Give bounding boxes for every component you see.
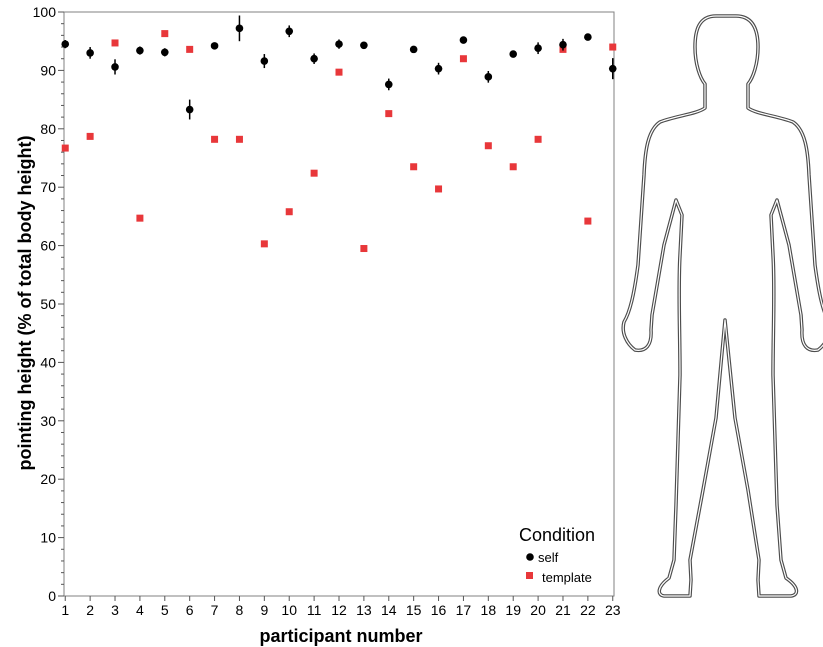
x-tick-label: 13 bbox=[356, 602, 372, 618]
template-point bbox=[61, 144, 69, 152]
self-point bbox=[111, 63, 119, 71]
template-point bbox=[310, 169, 318, 177]
y-tick-label: 20 bbox=[40, 471, 56, 487]
legend-label-self: self bbox=[538, 550, 559, 565]
x-tick-label: 9 bbox=[260, 602, 268, 618]
x-tick-label: 2 bbox=[86, 602, 94, 618]
self-point bbox=[285, 27, 294, 36]
y-tick-label: 30 bbox=[40, 413, 56, 429]
template-point bbox=[161, 30, 169, 38]
template-point bbox=[136, 214, 144, 222]
y-tick-label: 40 bbox=[40, 354, 56, 370]
template-point bbox=[435, 185, 443, 193]
legend-marker-template bbox=[526, 572, 533, 579]
self-point bbox=[459, 36, 468, 44]
self-point bbox=[384, 80, 393, 89]
self-point bbox=[509, 50, 518, 58]
template-point bbox=[385, 110, 393, 118]
template-point bbox=[260, 240, 268, 248]
template-point bbox=[235, 135, 243, 143]
x-tick-label: 5 bbox=[161, 602, 169, 618]
self-point bbox=[61, 40, 70, 48]
y-tick-label: 90 bbox=[40, 62, 56, 78]
x-tick-label: 19 bbox=[505, 602, 521, 618]
self-point bbox=[136, 46, 144, 55]
self-point bbox=[534, 44, 542, 53]
x-tick-label: 6 bbox=[186, 602, 194, 618]
self-point bbox=[235, 24, 244, 33]
data-marks bbox=[61, 15, 617, 253]
x-tick-label: 7 bbox=[211, 602, 219, 618]
template-point bbox=[609, 43, 617, 51]
body-outline-figure bbox=[621, 14, 823, 598]
self-point bbox=[559, 40, 567, 49]
y-tick-label: 0 bbox=[48, 588, 56, 604]
self-point bbox=[434, 64, 443, 73]
y-tick-label: 50 bbox=[40, 296, 56, 312]
plot-area bbox=[63, 11, 615, 597]
legend-marker-self bbox=[526, 553, 534, 561]
x-tick-label: 8 bbox=[236, 602, 244, 618]
x-tick-label: 22 bbox=[580, 602, 596, 618]
template-point bbox=[335, 68, 343, 76]
template-point bbox=[484, 142, 492, 150]
x-tick-label: 1 bbox=[61, 602, 69, 618]
y-tick-label: 100 bbox=[33, 4, 57, 20]
x-tick-label: 10 bbox=[281, 602, 297, 618]
self-point bbox=[260, 57, 269, 65]
self-point bbox=[584, 33, 592, 41]
template-point bbox=[459, 55, 467, 63]
y-axis: 0 10 20 30 40 50 60 70 80 90 100 bbox=[33, 4, 64, 604]
self-point bbox=[360, 41, 368, 50]
x-tick-label: 14 bbox=[381, 602, 397, 618]
self-point bbox=[310, 54, 318, 63]
x-tick-label: 3 bbox=[111, 602, 119, 618]
self-point bbox=[210, 42, 219, 50]
x-tick-label: 12 bbox=[331, 602, 347, 618]
self-point bbox=[160, 48, 169, 57]
x-tick-label: 11 bbox=[307, 602, 322, 618]
template-point bbox=[534, 135, 542, 143]
y-axis-title: pointing height (% of total body height) bbox=[15, 136, 35, 471]
x-axis: 1 2 3 4 5 6 7 8 9 10 11 12 13 14 15 16 17 18 19 20 21 22 23 bbox=[61, 596, 621, 618]
y-tick-label: 60 bbox=[40, 238, 56, 254]
template-point bbox=[584, 217, 592, 225]
self-point bbox=[409, 45, 418, 54]
y-tick-label: 70 bbox=[40, 179, 56, 195]
x-tick-label: 20 bbox=[530, 602, 546, 618]
template-point bbox=[111, 39, 119, 47]
x-tick-label: 16 bbox=[431, 602, 447, 618]
y-tick-label: 10 bbox=[40, 530, 56, 546]
x-tick-label: 17 bbox=[456, 602, 472, 618]
template-point bbox=[186, 45, 194, 53]
template-point bbox=[410, 163, 418, 171]
template-point bbox=[86, 132, 94, 140]
x-axis-title: participant number bbox=[259, 626, 422, 646]
template-point bbox=[211, 135, 219, 143]
self-point bbox=[608, 64, 617, 73]
template-point bbox=[360, 245, 368, 253]
self-point bbox=[335, 40, 343, 48]
x-tick-label: 23 bbox=[605, 602, 621, 618]
self-point bbox=[86, 49, 94, 57]
x-tick-label: 18 bbox=[481, 602, 497, 618]
self-point bbox=[185, 105, 194, 114]
x-tick-label: 21 bbox=[555, 602, 571, 618]
x-tick-label: 4 bbox=[136, 602, 144, 618]
legend: Condition self template bbox=[519, 525, 595, 585]
template-point bbox=[285, 208, 293, 216]
self-point bbox=[484, 73, 493, 81]
template-point bbox=[509, 163, 517, 171]
legend-label-template: template bbox=[542, 570, 592, 585]
x-tick-label: 15 bbox=[406, 602, 422, 618]
y-tick-label: 80 bbox=[40, 121, 56, 137]
legend-title: Condition bbox=[519, 525, 595, 545]
